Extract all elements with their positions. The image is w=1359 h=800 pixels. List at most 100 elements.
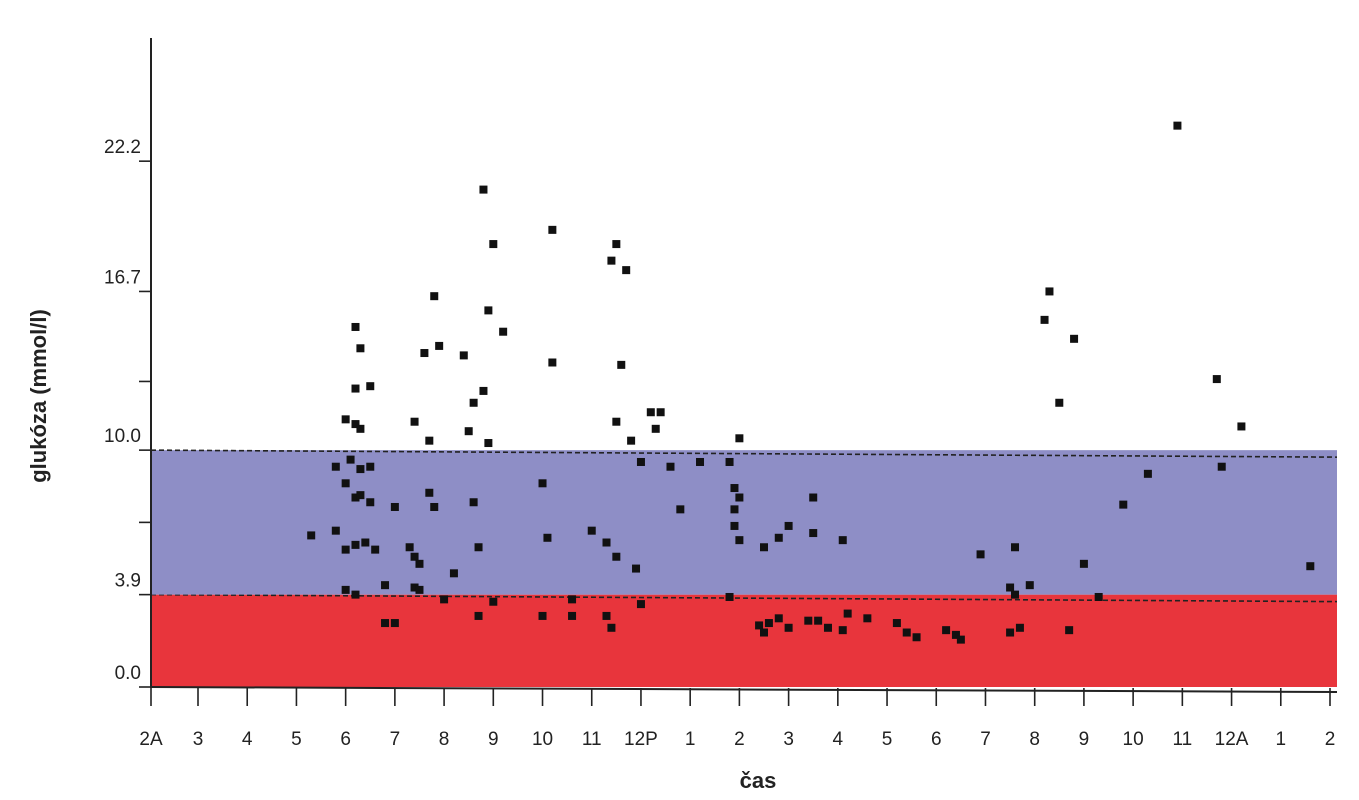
data-point-77 [469, 498, 478, 507]
y-tick-label-4: 22.2 [104, 137, 141, 158]
data-point-95 [405, 543, 414, 552]
data-point-126 [415, 585, 424, 594]
data-point-6 [622, 266, 631, 275]
x-tick-label-11: 1 [685, 729, 696, 750]
x-tick-label-19: 9 [1079, 729, 1090, 750]
data-point-134 [1025, 581, 1034, 590]
data-point-101 [587, 526, 596, 535]
data-point-132 [1006, 583, 1015, 592]
data-point-84 [1119, 500, 1128, 509]
data-point-129 [568, 595, 577, 604]
points-layer [307, 121, 1315, 644]
axes-layer [150, 38, 1338, 693]
x-tick-label-4: 6 [340, 729, 351, 750]
x-tick-label-12: 2 [734, 729, 745, 750]
data-point-72 [356, 491, 365, 500]
data-point-85 [1143, 469, 1152, 478]
data-point-61 [696, 457, 705, 466]
data-point-52 [464, 427, 473, 436]
data-point-30 [366, 382, 375, 391]
data-point-151 [568, 611, 577, 620]
data-point-100 [543, 533, 552, 542]
x-tick-label-14: 4 [833, 729, 844, 750]
data-point-91 [341, 545, 350, 554]
data-point-159 [804, 616, 813, 625]
x-axis-line [150, 686, 1338, 693]
y-axis-title: glukóza (mmol/l) [26, 309, 51, 483]
x-tick-label-17: 7 [980, 729, 991, 750]
data-point-90 [331, 526, 340, 535]
data-point-2 [548, 225, 557, 234]
data-point-53 [484, 439, 493, 448]
y-tick-label-0: 0.0 [115, 663, 141, 684]
data-point-78 [538, 479, 547, 488]
data-point-39 [341, 415, 350, 424]
data-point-172 [1015, 623, 1024, 632]
data-point-155 [760, 628, 768, 637]
data-point-71 [351, 493, 360, 502]
data-point-157 [774, 614, 783, 623]
data-point-130 [636, 600, 645, 609]
data-point-42 [410, 417, 419, 426]
data-point-166 [902, 628, 911, 637]
glucose-band-1 [151, 450, 1337, 595]
data-point-82 [809, 493, 818, 502]
data-point-80 [730, 484, 739, 493]
data-point-45 [646, 408, 655, 417]
data-point-123 [351, 590, 360, 599]
data-point-104 [632, 564, 641, 573]
data-point-102 [602, 538, 611, 547]
data-point-158 [784, 623, 793, 632]
data-point-97 [415, 559, 424, 568]
ticks-layer: 0.0 3.9 10.0 16.7 22.2 2A 3 4 5 6 7 8 9 10 11 12P 1 2 3 4 5 6… [104, 137, 1335, 750]
data-point-79 [676, 505, 685, 514]
data-point-108 [774, 533, 783, 542]
data-point-5 [607, 256, 616, 265]
data-point-83 [730, 505, 739, 514]
data-point-131 [725, 592, 734, 601]
x-tick-label-5: 7 [390, 729, 401, 750]
x-tick-label-21: 11 [1172, 729, 1192, 750]
data-point-26 [617, 360, 626, 369]
y-tick-label-2: 10.0 [104, 426, 141, 447]
data-point-149 [474, 611, 483, 620]
data-point-63 [1217, 462, 1226, 471]
x-tick-label-15: 5 [882, 729, 893, 750]
data-point-20 [1070, 334, 1079, 343]
data-point-21 [356, 344, 365, 353]
data-point-125 [410, 583, 419, 592]
x-tick-label-2: 4 [242, 729, 253, 750]
data-point-33 [1055, 398, 1064, 407]
data-point-81 [735, 493, 744, 502]
data-point-111 [838, 536, 847, 545]
data-point-55 [346, 455, 355, 464]
x-tick-label-16: 6 [931, 729, 942, 750]
data-point-135 [1094, 592, 1103, 601]
data-point-113 [1011, 543, 1020, 552]
data-point-56 [331, 462, 340, 471]
data-point-32 [469, 398, 478, 407]
data-point-3 [489, 240, 498, 249]
data-point-154 [755, 621, 764, 630]
x-tick-label-23: 1 [1275, 729, 1286, 750]
x-tick-label-18: 8 [1029, 729, 1040, 750]
data-point-40 [351, 420, 360, 429]
data-point-1 [479, 185, 488, 194]
data-point-169 [951, 630, 960, 639]
x-tick-label-1: 3 [193, 729, 204, 750]
y-tick-label-3: 16.7 [104, 267, 141, 288]
data-point-31 [479, 386, 488, 395]
data-point-162 [838, 626, 847, 635]
data-point-114 [1079, 559, 1088, 568]
data-point-70 [341, 479, 350, 488]
x-tick-label-13: 3 [783, 729, 794, 750]
x-tick-label-20: 10 [1123, 729, 1144, 750]
data-point-23 [459, 351, 468, 360]
data-point-150 [538, 611, 547, 620]
data-point-164 [863, 614, 872, 623]
data-point-122 [341, 585, 350, 594]
data-point-170 [956, 635, 965, 644]
data-point-133 [1011, 590, 1020, 599]
band-upper-line-0 [150, 593, 1338, 603]
data-point-165 [892, 619, 901, 628]
